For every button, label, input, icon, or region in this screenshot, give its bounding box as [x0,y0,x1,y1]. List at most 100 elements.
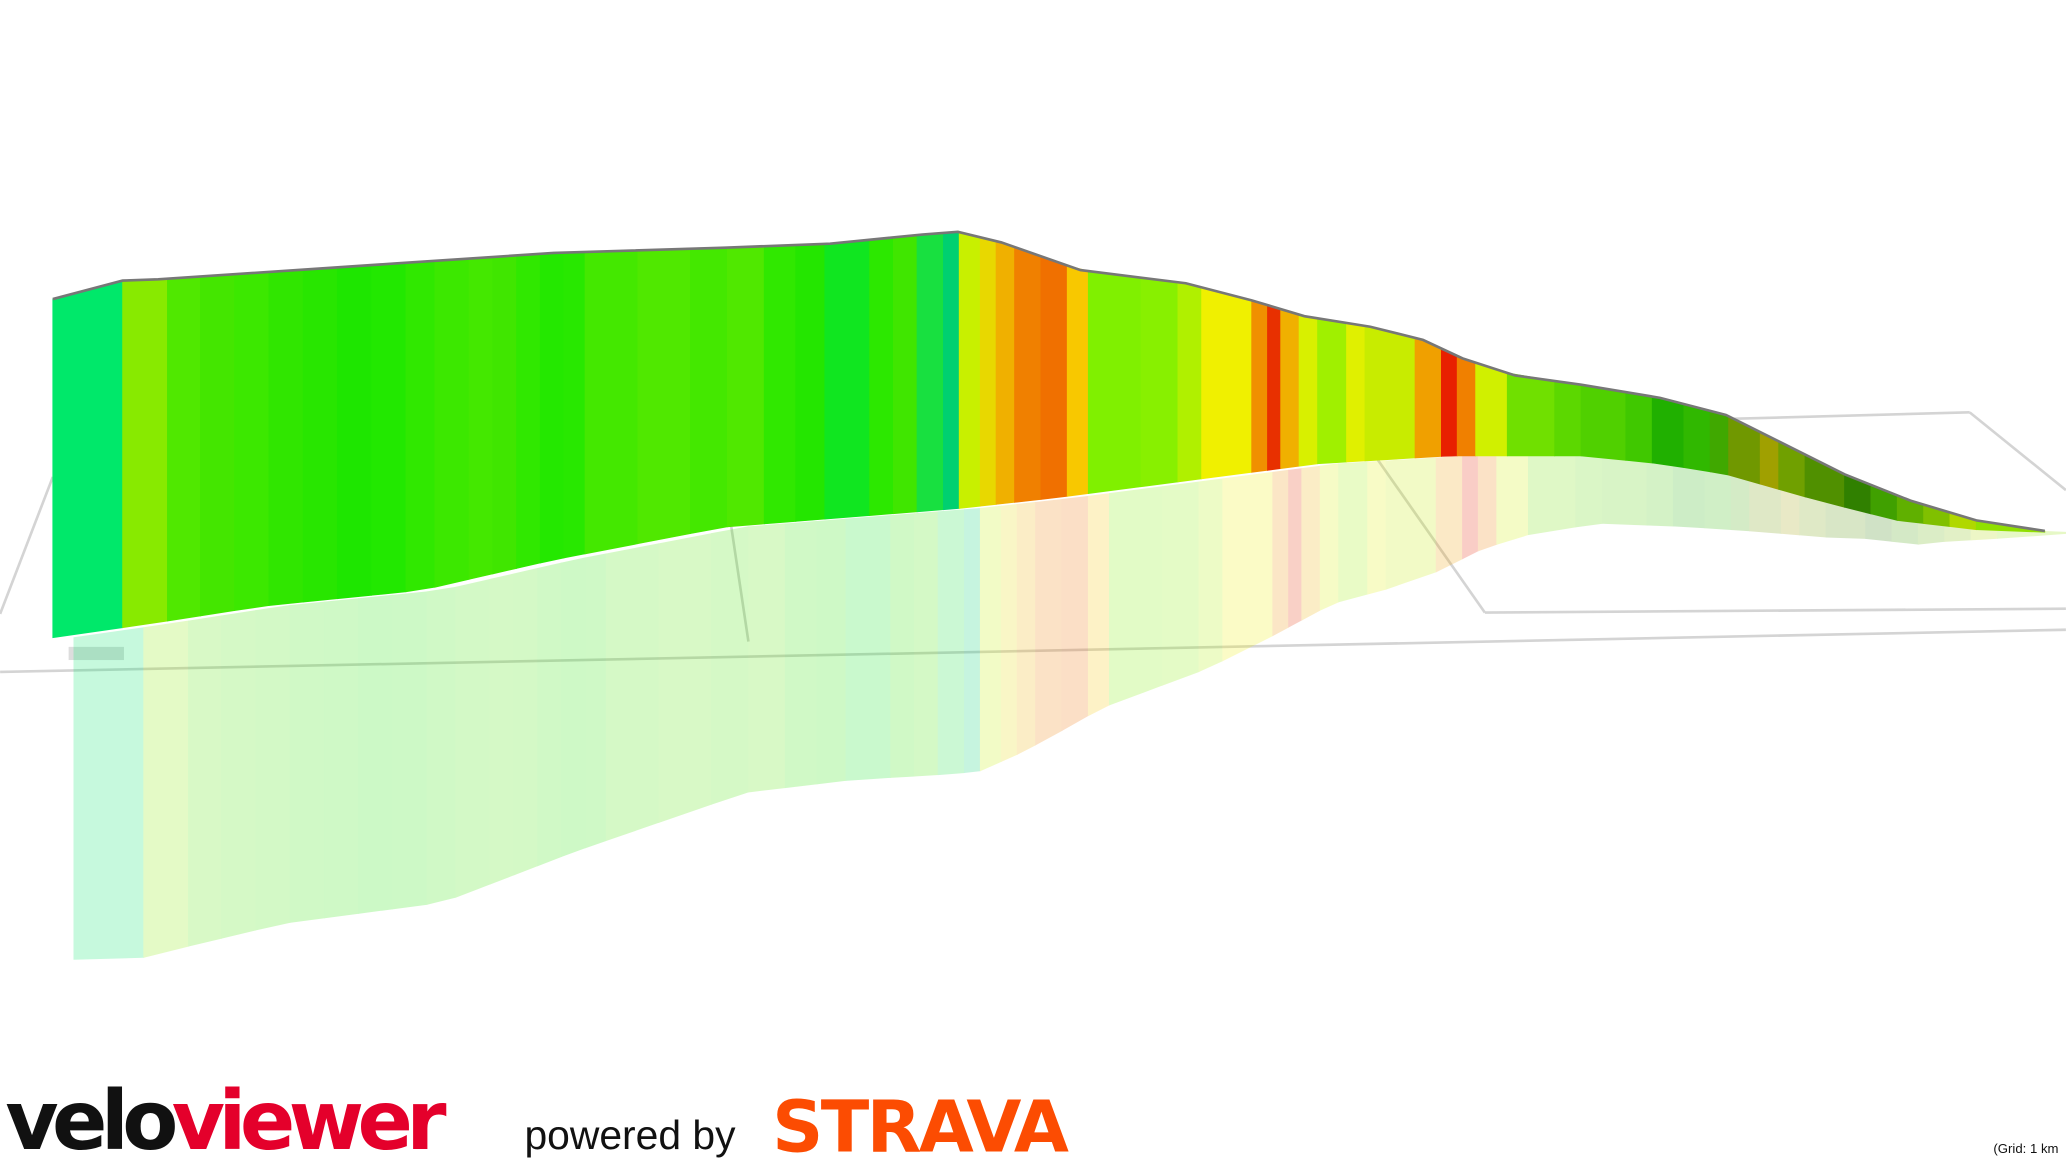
profile-segment [1280,308,1300,469]
profile-segment [1651,396,1685,468]
reflection-segment [605,543,660,842]
reflection-segment [289,601,325,923]
profile-segment [1201,286,1253,480]
profile-segment [958,231,981,509]
profile-segment [995,240,1015,505]
profile-segment [516,253,541,569]
reflection-segment [1000,503,1018,763]
reflection-segment [537,562,562,867]
reflection-segment [1061,495,1089,732]
reflection-segment [890,513,915,778]
profile-segment [1251,299,1268,473]
profile-segment [52,280,124,639]
reflection-segment [560,557,586,858]
grid [0,411,2066,674]
reflection-segment [1462,455,1479,560]
reflection-segment [1477,455,1498,552]
profile-segment [539,252,565,564]
reflection-segment [711,526,749,805]
reflection-segment [143,620,189,958]
profile-segment [584,249,639,555]
reflection-segment [914,511,939,777]
profile-segment [336,264,373,600]
reflection-segment [426,586,457,905]
profile-segment [1441,347,1458,457]
profile-segment [1709,410,1730,476]
profile-segment [1683,403,1711,473]
reflection-segment [1672,462,1706,529]
reflection-segment [1301,465,1321,621]
profile-segment [405,260,436,593]
profile-segment [1267,304,1282,471]
grid-line [1484,607,2066,614]
reflection-segment [1435,455,1463,573]
reflection-segment [1367,460,1387,595]
profile-segment [468,256,494,580]
reflection-segment [1109,486,1163,706]
profile-segment [167,276,201,622]
grid-line [1375,457,1486,614]
profile-segment [268,269,304,606]
profile-segment [371,262,407,596]
profile-segment [916,232,944,513]
reflection-segment [513,567,539,876]
reflection-segment [1575,455,1603,528]
reflection-segment [1087,493,1110,717]
profile-segment [1554,380,1582,457]
reflection-segment [1016,501,1037,756]
profile-segment [1728,415,1761,485]
grid-line [1968,411,2066,492]
reflection-segment [1704,467,1732,531]
reflection-segment [1288,468,1303,628]
reflection-segment [1601,455,1648,526]
profile-segment [1087,270,1142,494]
logo-velo: velo [5,1074,175,1162]
grid-note: (Grid: 1 km [1993,1141,2058,1156]
profile-segment [637,248,691,545]
profile-segment [690,247,728,535]
profile-segment [795,243,826,522]
strava-logo: STRAVA [772,1085,1069,1162]
grid-line [0,628,2066,674]
profile-segment [234,271,270,611]
profile-segment [979,236,997,507]
reflection-segment [1035,499,1063,746]
reflection-segment [584,553,607,849]
profile-segment [122,278,168,629]
profile-segment [1778,440,1806,498]
profile-segment [1949,511,1977,531]
reflection-segment [658,533,712,823]
reflection-segment [323,598,359,919]
reflection-segment [455,578,491,898]
reflection-segment [221,610,257,939]
powered-by: powered by [524,1112,736,1158]
reflection-segment [392,591,428,910]
grid-line [1725,411,1970,421]
reflection-segment [1319,463,1340,611]
reflection-segment [845,515,892,781]
reflection-segment [1496,455,1529,545]
profile-segment [943,231,960,511]
profile-segment [1177,281,1203,483]
reflection-segment [1385,457,1437,590]
reflection-segment [1338,461,1369,603]
profile-segment [302,266,338,603]
reflection-segment [358,594,394,914]
reflection-segment [816,518,847,785]
reflection-segment [1161,481,1200,686]
profile-segment [1414,337,1442,459]
profile-segment [1475,362,1508,457]
reflection-segment [1272,469,1289,637]
profile-segment [1298,314,1318,467]
reflection-segment [1222,471,1274,662]
profile-segment [1364,325,1416,462]
profile-segment [1506,372,1556,457]
grid-line [0,476,55,615]
reflection-segment [748,523,786,793]
profile-segment [1140,277,1179,488]
profile-segment [1346,322,1366,463]
reflection-segment [964,507,981,774]
profile-segment [824,239,871,520]
